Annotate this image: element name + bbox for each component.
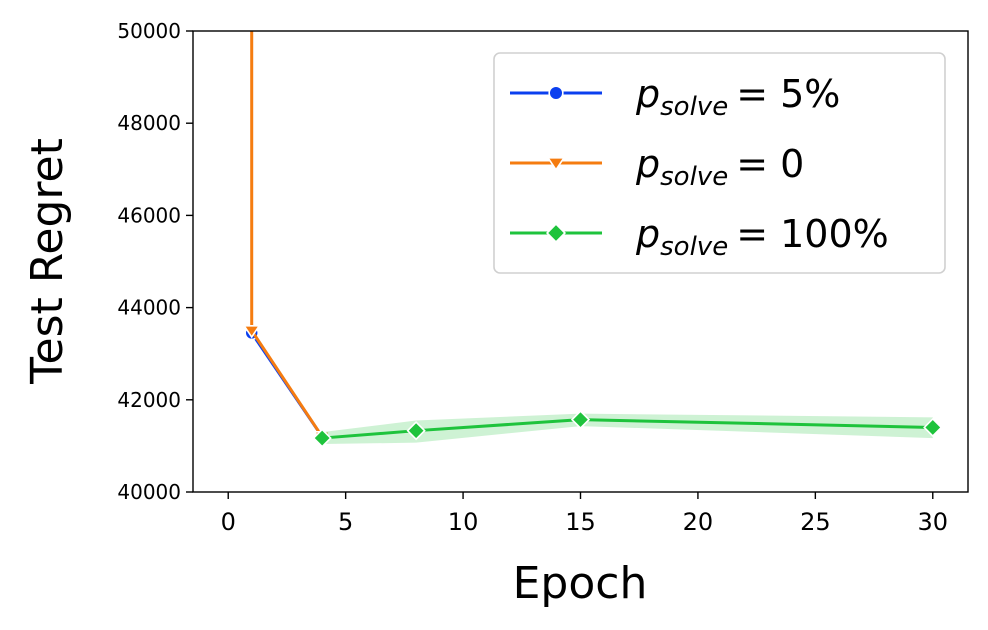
legend-marker-3 [545, 222, 567, 244]
y-tick-label: 44000 [117, 296, 181, 320]
series-2-point [242, 324, 261, 339]
legend-box [493, 52, 946, 274]
x-tick-label: 30 [917, 508, 948, 536]
series-3-line [322, 418, 933, 440]
legend-label-2: psolve = 0 [635, 142, 804, 192]
y-tick-label: 40000 [117, 480, 181, 504]
x-axis: 0 5 10 15 20 25 30 [221, 492, 948, 536]
legend-marker-1 [548, 85, 564, 101]
legend: psolve = 5% psolve = 0 psolve = 100% [493, 52, 946, 274]
y-tick-label: 42000 [117, 388, 181, 412]
series-3-point [570, 409, 591, 430]
x-tick-label: 15 [565, 508, 596, 536]
x-tick-label: 5 [338, 508, 353, 536]
series-2-line [250, 31, 324, 438]
y-tick-label: 48000 [117, 111, 181, 135]
x-tick-label: 25 [800, 508, 831, 536]
legend-label-3: psolve = 100% [635, 212, 889, 262]
legend-marker-2 [546, 157, 566, 172]
y-axis: 40000 42000 44000 46000 48000 50000 [117, 19, 193, 504]
x-tick-label: 0 [221, 508, 236, 536]
x-axis-title: Epoch [513, 558, 648, 609]
series-3-point [406, 421, 426, 441]
y-axis-title: Test Regret [22, 138, 73, 385]
y-tick-label: 50000 [117, 19, 181, 43]
series-3-point [923, 417, 943, 438]
x-tick-label: 10 [448, 508, 479, 536]
series-3-point [312, 428, 332, 448]
x-tick-label: 20 [683, 508, 714, 536]
series-3-confidence-band [322, 413, 933, 445]
legend-label-1: psolve = 5% [635, 72, 840, 122]
y-tick-label: 46000 [117, 203, 181, 227]
plot-area [242, 31, 943, 448]
